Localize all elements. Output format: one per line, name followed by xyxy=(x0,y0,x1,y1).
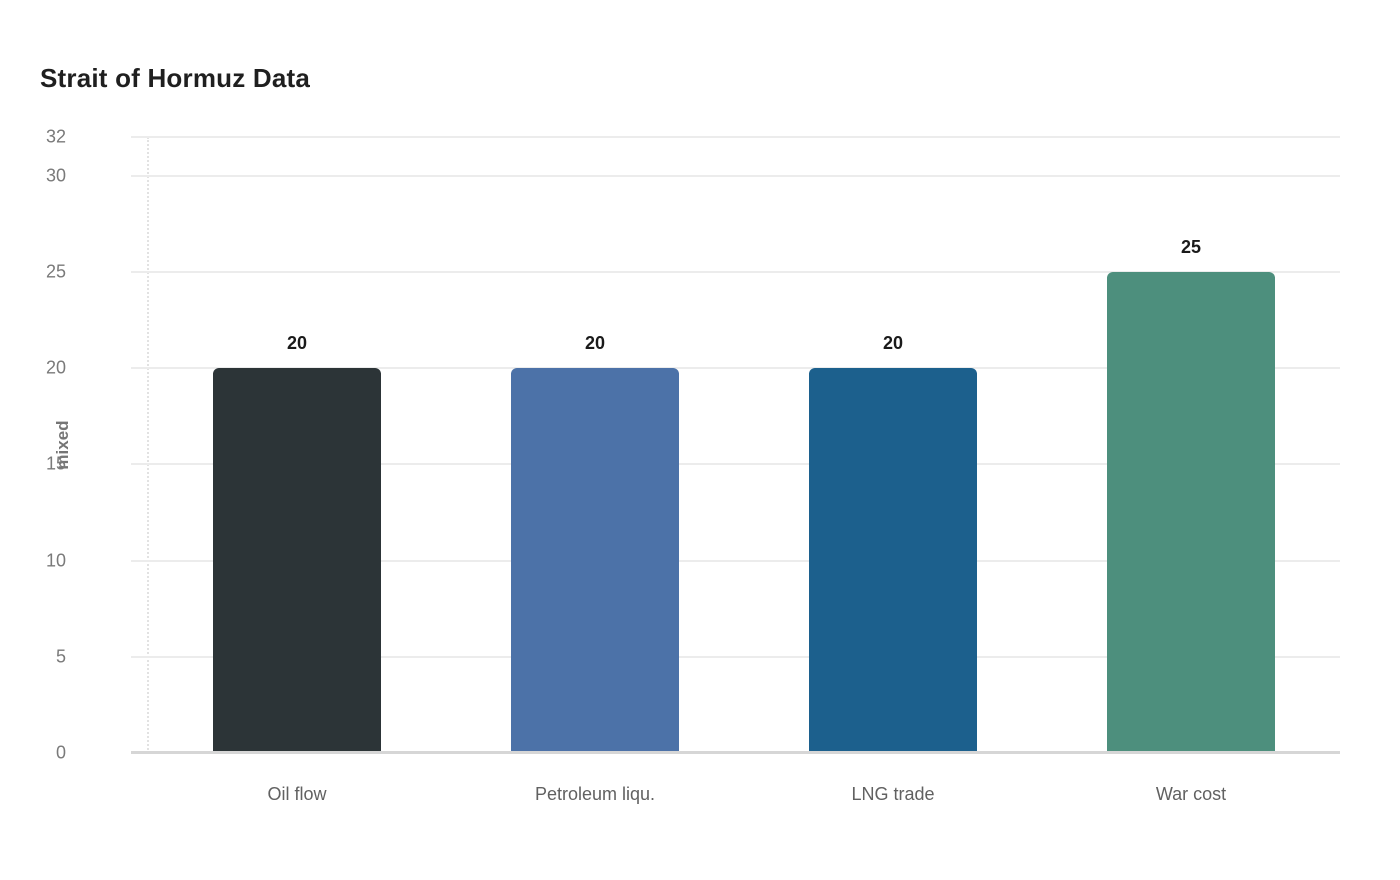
x-tick-labels: Oil flow Petroleum liqu. LNG trade War cost xyxy=(148,784,1340,808)
bar-slot-2: 20 xyxy=(744,137,1042,753)
y-tick-label-15: 15 xyxy=(45,453,66,474)
gridline-15 xyxy=(131,463,1340,466)
chart-title: Strait of Hormuz Data xyxy=(40,63,311,93)
bar-oil-flow xyxy=(213,368,381,753)
plot-area: 20 20 20 25 0 5 10 15 20 25 30 32 xyxy=(46,127,1340,763)
bar-war-cost xyxy=(1107,272,1275,753)
bar-value-label-2: 20 xyxy=(882,333,904,353)
gridline-32 xyxy=(131,136,1340,138)
y-tick-label-30: 30 xyxy=(45,165,66,185)
x-tick-label-petroleum-liqu-: Petroleum liqu. xyxy=(534,784,656,804)
bar-value-label-3: 25 xyxy=(1180,237,1202,257)
x-tick-label-war-cost: War cost xyxy=(1155,784,1227,804)
y-tick-label-32: 32 xyxy=(45,126,66,147)
bar-slot-3: 25 xyxy=(1042,137,1340,753)
y-tick-label-10: 10 xyxy=(45,550,66,570)
x-axis-baseline xyxy=(131,751,1340,754)
x-tick-label-oil-flow: Oil flow xyxy=(267,784,327,804)
y-tick-label-20: 20 xyxy=(45,357,66,378)
gridline-5 xyxy=(131,655,1340,658)
x-tick-label-lng-trade: LNG trade xyxy=(851,784,935,804)
bar-petroleum-liqu- xyxy=(511,368,679,753)
y-axis-line xyxy=(147,137,149,753)
y-tick-label-25: 25 xyxy=(45,261,66,282)
y-tick-label-5: 5 xyxy=(55,646,66,667)
gridline-10 xyxy=(131,559,1340,562)
gridline-30 xyxy=(131,174,1340,177)
gridline-20 xyxy=(131,367,1340,369)
bar-slot-0: 20 xyxy=(148,137,446,753)
y-tick-label-0: 0 xyxy=(55,742,66,763)
bar-value-label-0: 20 xyxy=(286,333,308,353)
gridline-25 xyxy=(131,270,1340,273)
bar-slot-1: 20 xyxy=(446,137,744,753)
bar-lng-trade xyxy=(809,368,977,753)
bar-value-label-1: 20 xyxy=(584,333,606,353)
